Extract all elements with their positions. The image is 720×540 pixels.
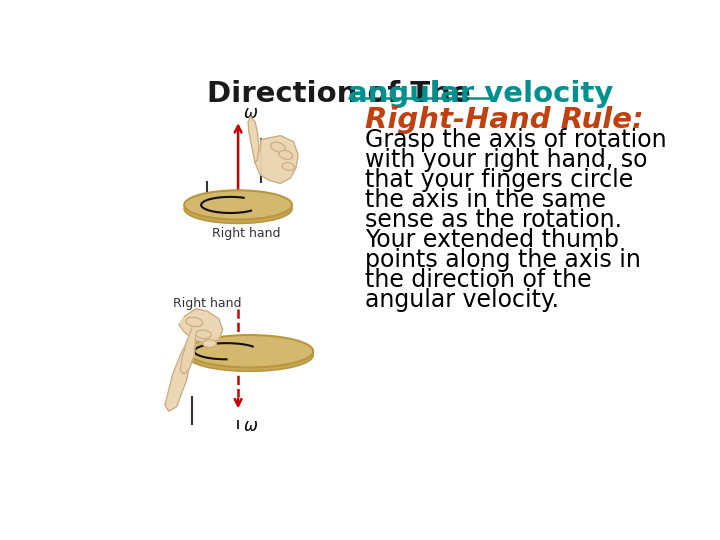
Ellipse shape [196,330,211,339]
Text: sense as the rotation.: sense as the rotation. [365,208,622,232]
Text: that your fingers circle: that your fingers circle [365,168,634,192]
Text: points along the axis in: points along the axis in [365,248,641,272]
Text: the axis in the same: the axis in the same [365,188,606,212]
Ellipse shape [184,194,292,224]
Text: with your right hand, so: with your right hand, so [365,148,648,172]
Text: $\omega$: $\omega$ [243,417,258,435]
Text: Right hand: Right hand [173,298,241,310]
Polygon shape [165,340,194,411]
Text: Your extended thumb: Your extended thumb [365,228,619,252]
Ellipse shape [282,163,294,171]
Polygon shape [179,309,222,343]
Ellipse shape [271,142,286,152]
Ellipse shape [203,340,217,347]
Ellipse shape [186,335,313,367]
Ellipse shape [186,339,313,372]
Text: $\omega$: $\omega$ [243,104,258,122]
Text: the direction of the: the direction of the [365,268,592,292]
Text: Direction of The: Direction of The [207,80,481,108]
Polygon shape [255,136,298,184]
Text: Grasp the axis of rotation: Grasp the axis of rotation [365,128,667,152]
Text: angular velocity.: angular velocity. [365,288,559,312]
Text: Right-Hand Rule:: Right-Hand Rule: [365,106,644,133]
Ellipse shape [186,317,202,327]
Polygon shape [248,117,259,163]
Ellipse shape [279,151,292,159]
Ellipse shape [184,190,292,220]
Polygon shape [180,328,196,374]
Text: Right hand: Right hand [212,226,280,240]
Text: angular velocity: angular velocity [348,80,613,108]
